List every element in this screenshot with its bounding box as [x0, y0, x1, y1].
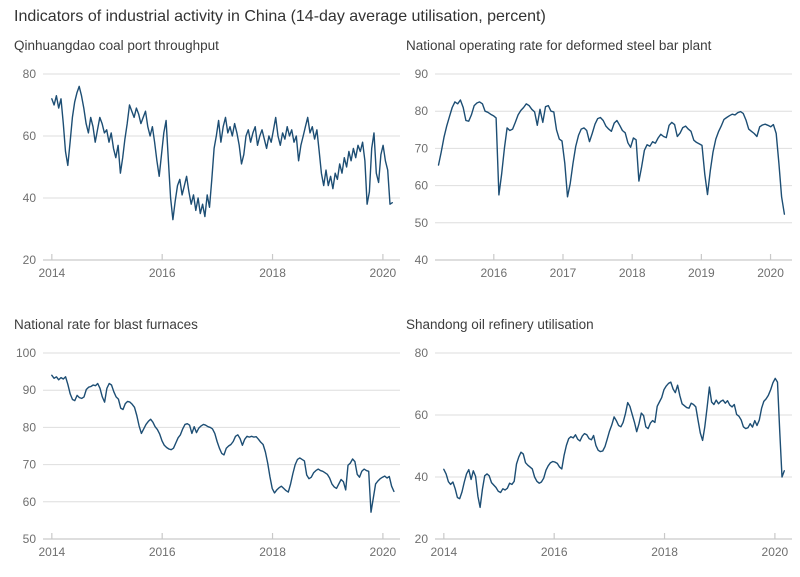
svg-text:2016: 2016 [149, 545, 176, 559]
svg-text:90: 90 [23, 383, 37, 397]
chart-panel-coal-port: Qinhuangdao coal port throughput 20 40 60 8… [3, 36, 405, 298]
svg-text:80: 80 [23, 420, 37, 434]
svg-text:2016: 2016 [149, 266, 176, 280]
svg-text:50: 50 [415, 216, 429, 230]
svg-text:2019: 2019 [688, 266, 715, 280]
svg-text:2018: 2018 [619, 266, 646, 280]
svg-text:80: 80 [415, 104, 429, 118]
svg-text:60: 60 [415, 179, 429, 193]
svg-text:100: 100 [16, 346, 36, 360]
svg-text:60: 60 [415, 408, 429, 422]
svg-text:2014: 2014 [38, 266, 65, 280]
svg-text:60: 60 [23, 129, 37, 143]
svg-text:2020: 2020 [370, 266, 397, 280]
chart-title-blast-furnaces: National rate for blast furnaces [14, 317, 198, 332]
svg-text:2016: 2016 [480, 266, 507, 280]
svg-text:40: 40 [415, 470, 429, 484]
svg-text:20: 20 [23, 253, 37, 267]
svg-text:80: 80 [415, 346, 429, 360]
chart-panel-blast-furnaces: National rate for blast furnaces 50 60 70 8… [3, 315, 405, 577]
svg-text:60: 60 [23, 495, 37, 509]
line-chart-coal-port: 20 40 60 80 2014 2016 2018 2020 [23, 67, 400, 280]
line-chart-steel-bar: 40 50 60 70 80 90 2016 2017 2018 2019 2020 [415, 67, 792, 280]
svg-text:2018: 2018 [651, 545, 678, 559]
chart-title-coal-port: Qinhuangdao coal port throughput [14, 38, 219, 53]
svg-text:80: 80 [23, 67, 37, 81]
chart-title-steel-bar: National operating rate for deformed ste… [406, 38, 712, 53]
svg-text:40: 40 [23, 191, 37, 205]
svg-text:2016: 2016 [541, 545, 568, 559]
svg-text:90: 90 [415, 67, 429, 81]
svg-text:2020: 2020 [762, 545, 789, 559]
svg-text:70: 70 [23, 458, 37, 472]
svg-text:2014: 2014 [430, 545, 457, 559]
line-chart-oil-refinery: 20 40 60 80 2014 2016 2018 2020 [415, 346, 792, 559]
svg-text:2020: 2020 [370, 545, 397, 559]
chart-panel-steel-bar: National operating rate for deformed ste… [395, 36, 797, 298]
figure-title: Indicators of industrial activity in Chi… [14, 8, 546, 25]
svg-text:50: 50 [23, 532, 37, 546]
svg-text:70: 70 [415, 141, 429, 155]
svg-text:2018: 2018 [259, 266, 286, 280]
svg-text:40: 40 [415, 253, 429, 267]
svg-text:20: 20 [415, 532, 429, 546]
svg-text:2020: 2020 [757, 266, 784, 280]
chart-title-oil-refinery: Shandong oil refinery utilisation [406, 317, 594, 332]
svg-text:2017: 2017 [550, 266, 577, 280]
chart-panel-oil-refinery: Shandong oil refinery utilisation 20 40 60… [395, 315, 797, 577]
line-chart-blast-furnaces: 50 60 70 80 90 100 2014 2016 2018 2020 [16, 346, 400, 559]
svg-text:2018: 2018 [259, 545, 286, 559]
svg-text:2014: 2014 [38, 545, 65, 559]
